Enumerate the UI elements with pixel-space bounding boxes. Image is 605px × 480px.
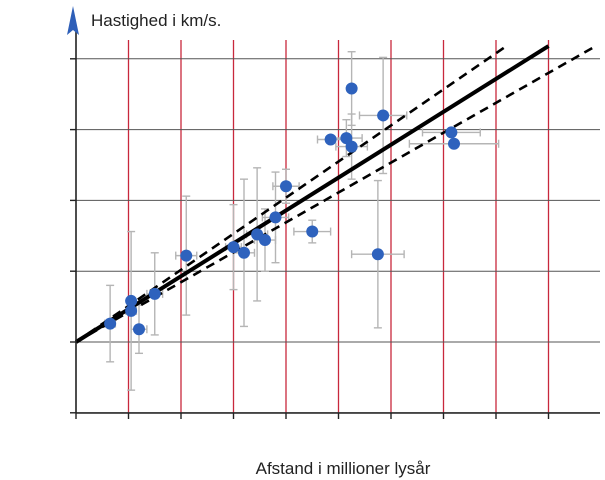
data-point [377,109,390,122]
data-point [280,180,292,193]
data-point [259,234,271,247]
axes [70,30,600,419]
data-point [269,211,282,224]
data-point [148,287,161,300]
data-point [306,225,319,238]
data-points [104,82,460,336]
data-point [345,82,358,95]
data-point [324,133,337,146]
data-point [238,246,250,259]
data-point [125,294,138,307]
error-bars [104,51,500,391]
data-point [180,249,193,262]
data-point [345,140,358,153]
data-point [448,137,460,150]
vertical-gridlines [127,40,550,413]
data-point [133,323,145,336]
y-axis-arrow-icon [67,6,79,35]
data-point [104,317,117,330]
data-point [445,126,458,139]
x-axis-title: Afstand i millioner lysår [256,459,431,478]
dashed-bound-line [75,44,508,344]
data-point [227,241,240,254]
dashed-bound-line [75,44,597,344]
y-axis-title: Hastighed i km/s. [91,11,221,30]
fit-line [74,44,550,344]
data-point [371,248,384,261]
data-point [125,304,138,317]
